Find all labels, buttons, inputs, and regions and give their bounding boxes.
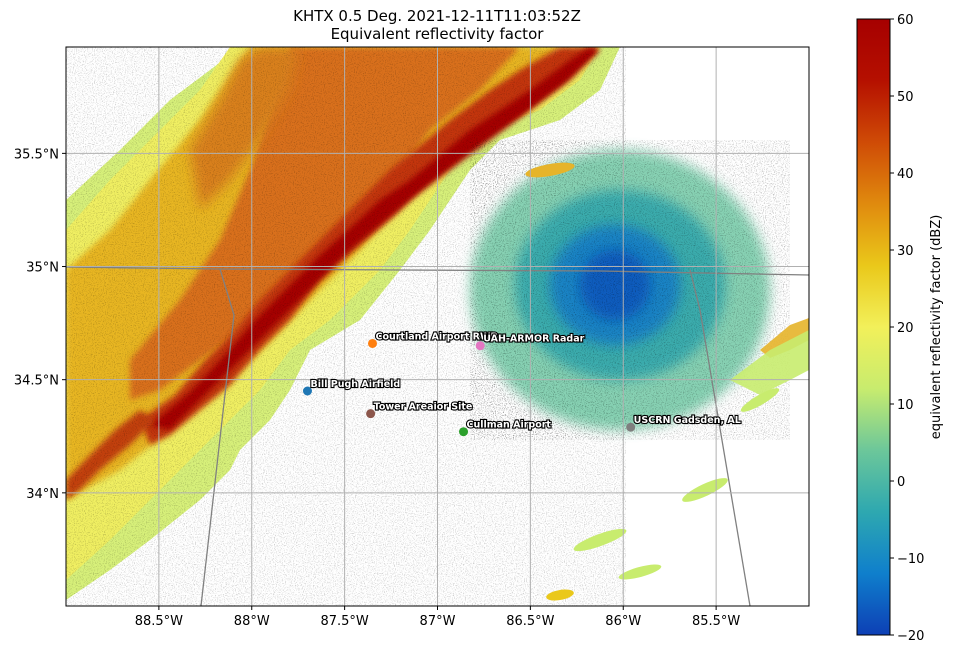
colorbar-tick-label-2: 0 [897, 475, 905, 490]
site-marker-5 [626, 422, 636, 432]
chart-subtitle: Equivalent reflectivity factor [331, 25, 545, 43]
echo-south-4 [546, 589, 574, 601]
site-label-2: Bill Pugh Airfield [310, 379, 400, 390]
y-tick-label-3: 35.5°N [14, 147, 59, 162]
y-tick-label-1: 34.5°N [14, 374, 59, 389]
site-label-3: Tower Areaior Site [374, 402, 473, 413]
gridlines [66, 47, 809, 606]
colorbar-tick-label-3: 10 [897, 398, 914, 413]
site-marker-2 [302, 386, 312, 396]
state-borders [66, 266, 809, 606]
echo-south-1 [573, 528, 627, 552]
colorbar-label: equivalent reflectivity factor (dBZ) [929, 215, 944, 440]
x-tick-label-6: 85.5°W [692, 614, 740, 629]
x-tick-label-5: 86°W [605, 614, 641, 629]
echo-south-2 [618, 564, 662, 580]
y-axis-ticks: 34°N 34.5°N 35°N 35.5°N [14, 147, 66, 502]
x-tick-label-1: 88°W [234, 614, 270, 629]
colorbar-gradient [856, 18, 891, 636]
site-marker-1 [475, 341, 485, 351]
echo-south-5 [740, 388, 780, 412]
colorbar-tick-label-5: 30 [897, 244, 914, 259]
x-tick-label-3: 87°W [420, 614, 456, 629]
x-axis-ticks: 88.5°W 88°W 87.5°W 87°W 86.5°W 86°W 85.5°W [135, 606, 740, 629]
border-al-ga [689, 269, 751, 606]
site-label-4: Cullman Airport [467, 420, 552, 431]
y-tick-label-0: 34°N [26, 487, 59, 502]
site-label-0: Courtland Airport RWP [375, 331, 497, 342]
site-marker-0 [367, 338, 377, 348]
colorbar-tick-label-1: −10 [897, 552, 924, 567]
site-label-5: USCRN Gadsden, AL [634, 415, 741, 426]
x-tick-label-0: 88.5°W [135, 614, 183, 629]
reflectivity-clutter [470, 140, 809, 601]
x-tick-label-2: 87.5°W [320, 614, 368, 629]
site-label-1: UAH-ARMOR Radar [483, 334, 584, 345]
colorbar-ticks: −20 −10 0 10 20 30 40 50 60 [890, 13, 924, 644]
colorbar-tick-label-6: 40 [897, 167, 914, 182]
chart-title: KHTX 0.5 Deg. 2021-12-11T11:03:52Z [293, 7, 581, 25]
colorbar-tick-label-8: 60 [897, 13, 914, 28]
echo-east-light [730, 330, 809, 395]
site-marker-4 [459, 427, 469, 437]
echo-north [525, 162, 575, 178]
border-ms-al [200, 268, 235, 606]
clutter-speckle [470, 140, 790, 440]
site-marker-3 [366, 409, 376, 419]
y-tick-label-2: 35°N [26, 261, 59, 276]
colorbar-tick-label-4: 20 [897, 321, 914, 336]
border-tn-al [66, 266, 809, 276]
colorbar: −20 −10 0 10 20 30 40 50 60 equivalent reflectiv… [856, 13, 944, 644]
colorbar-tick-label-7: 50 [897, 90, 914, 105]
echo-east [760, 318, 809, 358]
colorbar-tick-label-0: −20 [897, 629, 924, 644]
x-tick-label-4: 86.5°W [506, 614, 554, 629]
